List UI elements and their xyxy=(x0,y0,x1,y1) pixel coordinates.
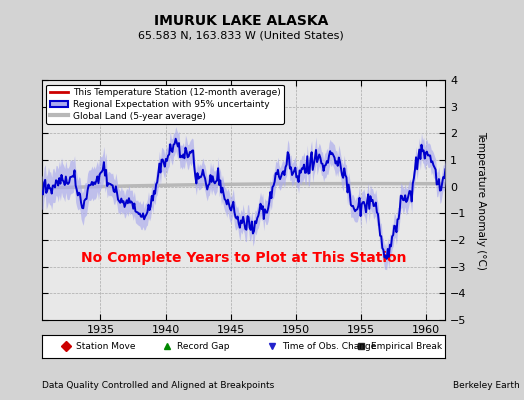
Text: Empirical Break: Empirical Break xyxy=(371,342,442,351)
Text: Time of Obs. Change: Time of Obs. Change xyxy=(282,342,376,351)
Legend: This Temperature Station (12-month average), Regional Expectation with 95% uncer: This Temperature Station (12-month avera… xyxy=(47,84,284,124)
Text: IMURUK LAKE ALASKA: IMURUK LAKE ALASKA xyxy=(154,14,328,28)
Text: Station Move: Station Move xyxy=(76,342,136,351)
Text: Berkeley Earth: Berkeley Earth xyxy=(453,381,520,390)
Text: Data Quality Controlled and Aligned at Breakpoints: Data Quality Controlled and Aligned at B… xyxy=(42,381,274,390)
Text: No Complete Years to Plot at This Station: No Complete Years to Plot at This Statio… xyxy=(81,250,407,265)
Y-axis label: Temperature Anomaly (°C): Temperature Anomaly (°C) xyxy=(476,130,486,270)
Text: Record Gap: Record Gap xyxy=(177,342,230,351)
Text: 65.583 N, 163.833 W (United States): 65.583 N, 163.833 W (United States) xyxy=(138,30,344,40)
